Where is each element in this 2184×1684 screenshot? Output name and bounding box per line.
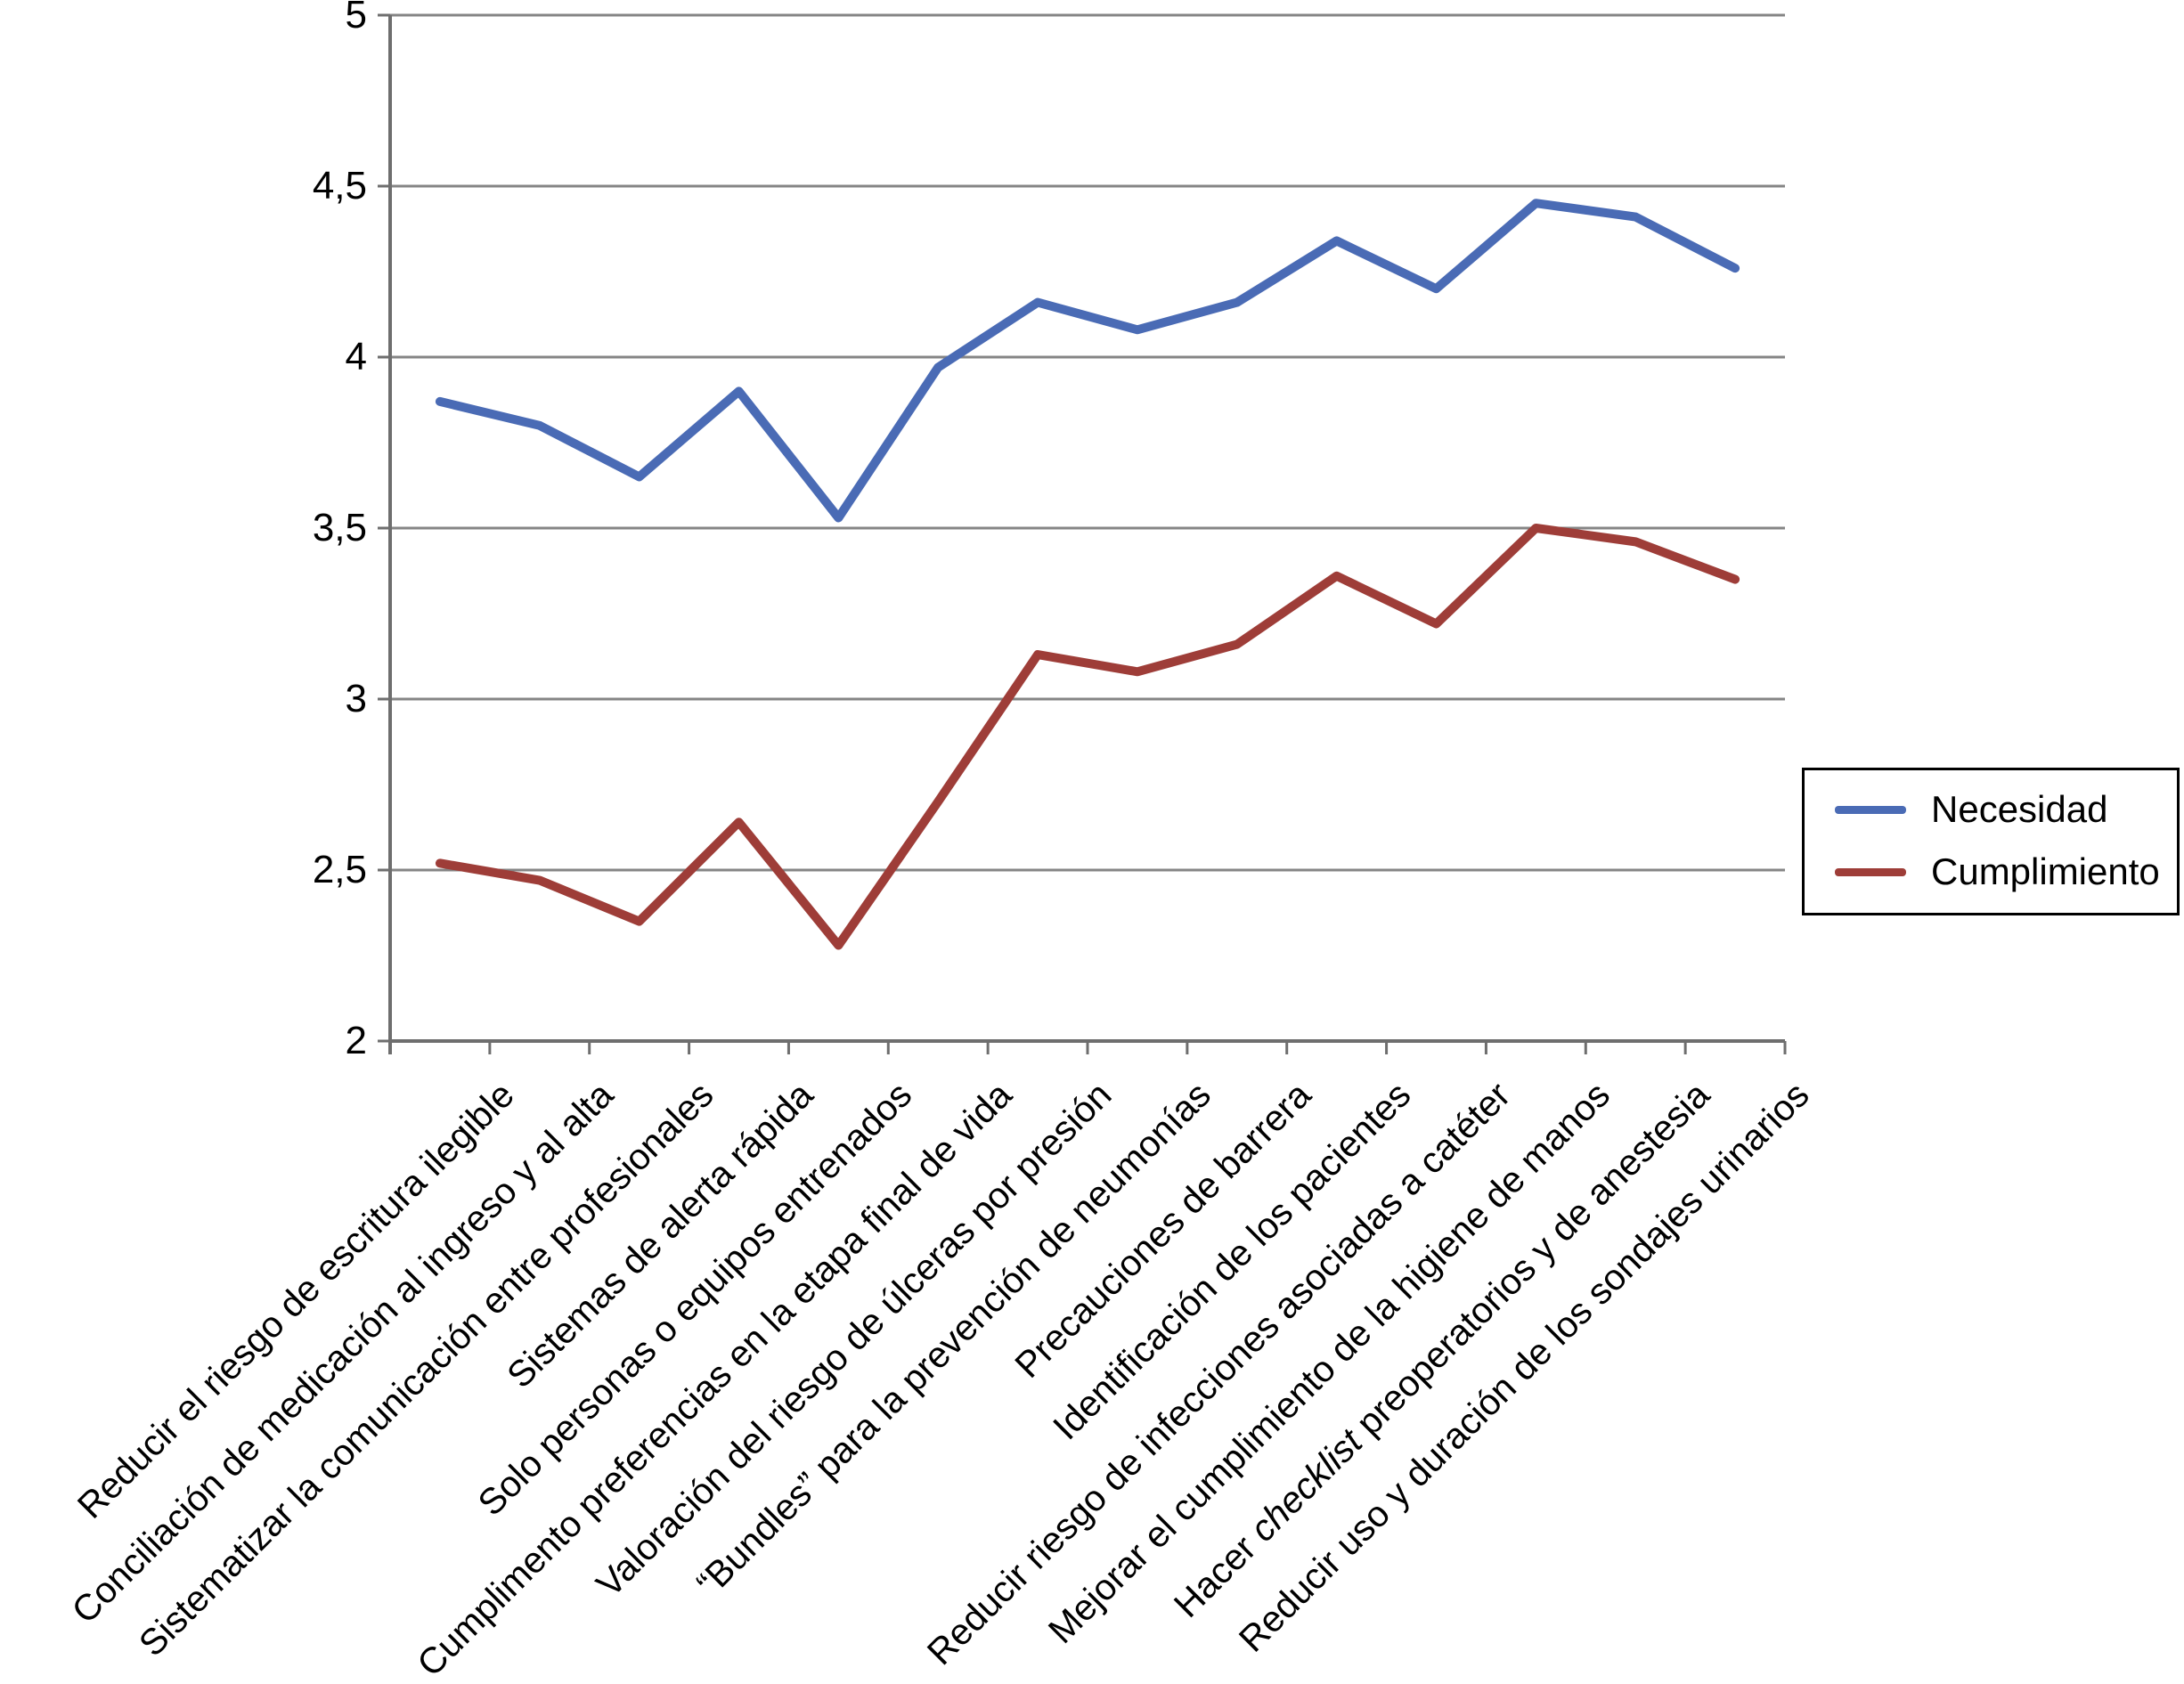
- y-tick-label: 3: [345, 677, 367, 720]
- y-tick-label: 2: [345, 1019, 367, 1062]
- y-tick-label: 3,5: [312, 506, 367, 549]
- series-line-cumplimiento: [435, 524, 1740, 950]
- legend-item-necesidad: Necesidad: [1805, 783, 2177, 836]
- legend-label-cumplimiento: Cumplimiento: [1931, 850, 2160, 892]
- legend-line-sample-necesidad: [1835, 805, 1906, 814]
- y-tick-label: 4,5: [312, 164, 367, 207]
- legend-label-necesidad: Necesidad: [1931, 788, 2108, 830]
- series-line-necesidad: [435, 199, 1740, 523]
- y-tick-label: 4: [345, 335, 367, 378]
- legend-item-cumplimiento: Cumplimiento: [1805, 845, 2177, 899]
- y-tick-label: 5: [345, 0, 367, 37]
- legend-line-sample-cumplimiento: [1835, 867, 1906, 876]
- y-tick-label: 2,5: [312, 848, 367, 891]
- chart-legend: Necesidad Cumplimiento: [1802, 768, 2180, 915]
